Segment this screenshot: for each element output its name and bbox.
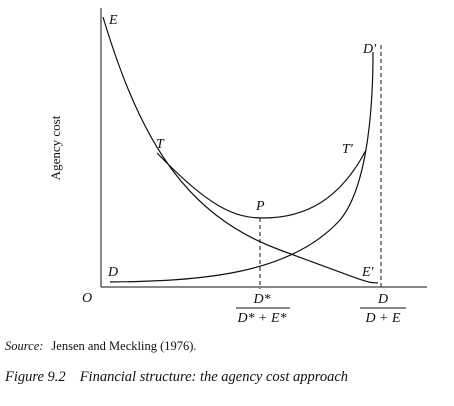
source-line: Source: Jensen and Meckling (1976).	[5, 339, 197, 354]
origin-label: O	[82, 291, 92, 306]
label-E: E	[108, 13, 118, 28]
y-axis-label: Agency cost	[48, 115, 63, 180]
curve-equity-agency-cost	[102, 16, 379, 284]
source-text: Jensen and Meckling (1976).	[51, 339, 197, 353]
agency-cost-diagram: Agency cost O E D' T T' P D E' D* D* + E…	[48, 8, 427, 326]
label-D: D	[107, 265, 118, 280]
curve-total-agency-cost	[156, 149, 367, 219]
label-T-prime: T'	[342, 142, 354, 157]
label-P: P	[255, 199, 265, 214]
label-D-prime: D'	[362, 42, 377, 57]
tick-optimum-denominator: D* + E*	[236, 311, 286, 326]
tick-optimum-numerator: D*	[252, 292, 270, 307]
source-label: Source:	[5, 339, 44, 353]
caption-title: Financial structure: the agency cost app…	[79, 369, 349, 385]
tick-full-debt-numerator: D	[377, 292, 388, 307]
caption-number: Figure 9.2	[5, 369, 66, 385]
tick-full-debt-denominator: D + E	[364, 311, 401, 326]
label-E-prime: E'	[361, 265, 375, 280]
figure-caption: Figure 9.2 Financial structure: the agenc…	[5, 369, 348, 386]
label-T: T	[156, 137, 165, 152]
curve-debt-agency-cost	[109, 51, 374, 283]
